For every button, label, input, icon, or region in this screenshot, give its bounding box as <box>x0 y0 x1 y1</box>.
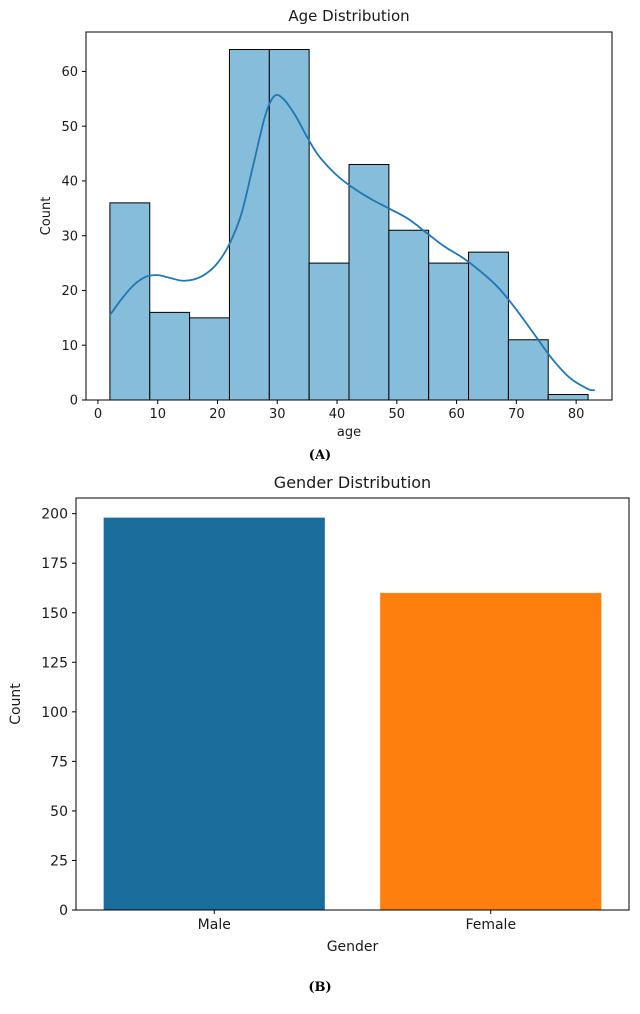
x-tick-label: 70 <box>508 407 525 422</box>
x-tick-label: Male <box>198 917 231 933</box>
y-tick-label: 50 <box>50 804 68 820</box>
histogram-bar <box>547 394 589 401</box>
x-tick-label: 0 <box>94 407 102 422</box>
histogram-bar <box>268 49 310 401</box>
y-tick-label: 100 <box>41 705 68 721</box>
panel-b-label: (B) <box>308 980 332 995</box>
y-tick-label: 200 <box>41 507 68 523</box>
y-tick-label: 20 <box>61 284 78 299</box>
y-tick-label: 60 <box>61 65 78 80</box>
y-tick-label: 10 <box>61 339 78 354</box>
x-axis-label: age <box>337 425 361 440</box>
x-tick-label: 10 <box>149 407 166 422</box>
y-tick-label: 0 <box>59 903 68 919</box>
histogram-bar <box>468 251 509 401</box>
y-tick-label: 125 <box>41 655 68 671</box>
y-tick-label: 75 <box>50 754 68 770</box>
histogram-bar <box>348 164 390 401</box>
x-tick-label: 50 <box>389 407 406 422</box>
panel-a-label: (A) <box>308 448 332 463</box>
x-axis-label: Gender <box>327 939 379 955</box>
histogram-bar <box>189 317 230 401</box>
histogram-bar <box>308 262 350 401</box>
y-tick-label: 25 <box>50 853 68 869</box>
x-tick-label: 40 <box>329 407 346 422</box>
histogram-bar <box>428 262 470 401</box>
y-tick-label: 150 <box>41 606 68 622</box>
y-tick-label: 0 <box>70 394 78 409</box>
y-tick-label: 30 <box>61 229 78 244</box>
histogram-bar <box>228 49 270 401</box>
y-axis-label: Count <box>39 197 54 236</box>
chart-title: Gender Distribution <box>274 473 431 492</box>
histogram-bar <box>507 339 549 401</box>
chart-title: Age Distribution <box>288 7 409 25</box>
histogram-bar <box>388 229 430 401</box>
x-tick-label: Female <box>465 917 516 933</box>
histogram-bar <box>109 202 151 401</box>
x-tick-label: 80 <box>568 407 585 422</box>
bar-male <box>103 517 325 910</box>
axes-frame <box>75 497 630 911</box>
bar-female <box>380 592 602 910</box>
y-tick-label: 40 <box>61 175 78 190</box>
histogram-bar <box>149 311 191 401</box>
age-distribution-chart: Age Distribution 0 10 20 30 40 50 60 Count 0 10 20 3… <box>39 7 613 440</box>
gender-distribution-chart: Gender Distribution 0 25 50 75 100 125 150 175 20… <box>8 473 630 955</box>
x-tick-label: 20 <box>209 407 226 422</box>
y-tick-label: 50 <box>61 120 78 135</box>
x-tick-label: 30 <box>269 407 286 422</box>
axes-frame <box>85 31 613 401</box>
y-tick-label: 175 <box>41 556 68 572</box>
y-axis-label: Count <box>8 683 24 725</box>
kde-curve <box>109 93 595 392</box>
x-tick-label: 60 <box>448 407 465 422</box>
